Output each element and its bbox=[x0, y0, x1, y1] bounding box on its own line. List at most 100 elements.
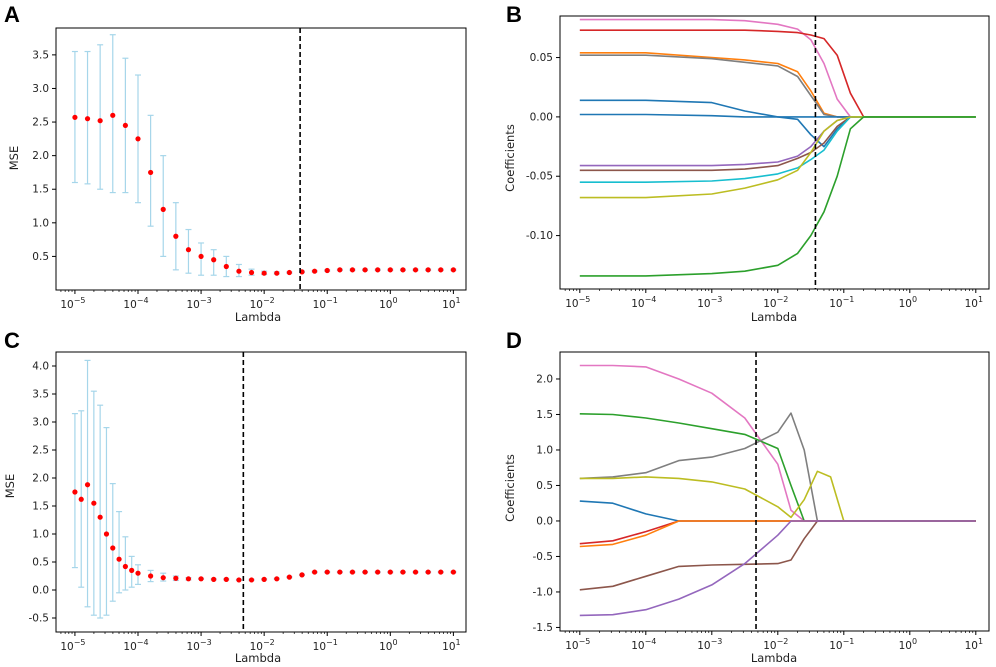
mse-point bbox=[299, 572, 305, 578]
mse-point bbox=[198, 253, 204, 260]
mse-point bbox=[84, 116, 91, 122]
x-tick-exponent: −5 bbox=[74, 296, 86, 305]
y-tick-label: 1.0 bbox=[32, 217, 49, 229]
mse-point bbox=[274, 270, 280, 276]
mse-point bbox=[362, 267, 368, 273]
x-tick-label: 10−3 bbox=[697, 637, 722, 652]
y-tick-label: 0.0 bbox=[536, 515, 553, 527]
x-tick-label: 10−3 bbox=[186, 638, 211, 653]
coefficient-path-coef9 bbox=[579, 520, 976, 617]
coefficient-path-coef7 bbox=[579, 116, 976, 167]
y-tick-label: 0.5 bbox=[32, 251, 49, 263]
plot-area-b: 10−5 10−4 10−3 10−2 10−1 100 101-0.10-0.050.00… bbox=[526, 15, 990, 310]
mse-point bbox=[173, 575, 179, 581]
mse-point bbox=[261, 576, 267, 582]
x-tick-exponent: 0 bbox=[392, 638, 397, 647]
y-tick-label: 3.0 bbox=[32, 83, 49, 95]
mse-point bbox=[160, 206, 166, 212]
x-tick-label: 10−5 bbox=[565, 295, 590, 310]
y-axis-title-a: MSE bbox=[7, 146, 21, 171]
x-tick-label: 100 bbox=[899, 295, 917, 310]
x-tick-exponent: −3 bbox=[711, 637, 723, 646]
mse-point bbox=[72, 114, 78, 120]
plot-frame bbox=[55, 351, 467, 633]
mse-point bbox=[286, 269, 292, 276]
x-tick-exponent: −2 bbox=[263, 638, 275, 647]
x-tick-exponent: −4 bbox=[645, 295, 657, 304]
y-tick-label: 1.5 bbox=[32, 184, 49, 196]
coefficient-path-coef4 bbox=[579, 54, 976, 118]
mse-point bbox=[412, 267, 419, 273]
x-tick-label: 10−1 bbox=[313, 638, 338, 653]
x-tick-exponent: −2 bbox=[263, 296, 275, 305]
coefficient-path-coef10 bbox=[579, 116, 976, 199]
x-tick-label: 101 bbox=[442, 638, 460, 653]
x-tick-label: 10−2 bbox=[763, 295, 788, 310]
data-layer bbox=[71, 34, 457, 278]
coefficient-path-coef2 bbox=[579, 413, 976, 522]
x-tick-label: 101 bbox=[965, 637, 983, 652]
plot-area-d: 10−5 10−4 10−3 10−2 10−1 100 101-1.5-1.0-0.50.… bbox=[533, 351, 990, 652]
y-tick-label: -0.10 bbox=[526, 230, 553, 242]
y-tick-label: -0.5 bbox=[29, 613, 50, 625]
mse-point bbox=[312, 268, 318, 274]
mse-point bbox=[173, 233, 179, 239]
mse-point bbox=[122, 563, 128, 570]
mse-point bbox=[135, 570, 141, 576]
y-tick-label: -0.5 bbox=[533, 551, 554, 563]
mse-point bbox=[375, 267, 381, 273]
y-tick-label: 0.5 bbox=[32, 557, 49, 569]
y-tick-label: 3.0 bbox=[32, 417, 49, 429]
x-tick-label: 100 bbox=[379, 296, 397, 311]
y-tick-label: 2.0 bbox=[536, 373, 553, 385]
x-tick-label: 100 bbox=[899, 637, 917, 652]
mse-point bbox=[110, 112, 116, 118]
mse-point bbox=[185, 576, 192, 582]
coefficient-path-coef3 bbox=[579, 51, 976, 118]
x-tick-exponent: 1 bbox=[456, 296, 461, 305]
coefficient-path-coef5 bbox=[579, 500, 976, 522]
coefficient-path-coef6 bbox=[579, 113, 976, 148]
panel-letter-a: A bbox=[4, 2, 20, 27]
mse-point bbox=[129, 567, 135, 574]
y-tick-label: 2.0 bbox=[32, 473, 49, 485]
mse-point bbox=[412, 569, 419, 575]
mse-point bbox=[223, 576, 229, 582]
panel-d: D 10−5 10−4 10−3 10−2 10−1 100 101-1.5-1.0-0.5… bbox=[503, 328, 990, 665]
y-tick-label: 1.5 bbox=[536, 409, 553, 421]
mse-point bbox=[84, 482, 91, 488]
mse-point bbox=[116, 556, 122, 562]
y-axis-title-b: Coefficients bbox=[503, 124, 517, 192]
mse-point bbox=[450, 267, 456, 273]
x-tick-label: 100 bbox=[379, 638, 397, 653]
mse-point bbox=[450, 569, 456, 575]
plot-frame bbox=[55, 27, 467, 291]
mse-point bbox=[324, 267, 330, 274]
panel-c: C 10−5 10−4 10−3 1 0 −2 10−1 100 101 -0.5 0.0 0.5 1.… bbox=[3, 328, 467, 665]
y-tick-label: 4.0 bbox=[32, 361, 49, 373]
y-tick-label: 2.0 bbox=[32, 150, 49, 162]
mse-point bbox=[400, 569, 406, 575]
x-tick-label: 10−3 bbox=[186, 296, 211, 311]
mse-point bbox=[223, 263, 229, 270]
mse-point bbox=[198, 576, 204, 582]
x-tick-exponent: 0 bbox=[912, 295, 917, 304]
mse-point bbox=[160, 575, 166, 581]
mse-point bbox=[236, 268, 242, 274]
y-tick-label: -0.05 bbox=[526, 171, 553, 183]
x-tick-exponent: 0 bbox=[392, 296, 397, 305]
coefficient-path-coef8 bbox=[579, 520, 976, 591]
plot-area-a: 10−5 10−4 10−3 10−2 10−1 100 1010.51.01.52.02.… bbox=[32, 27, 467, 311]
x-tick-exponent: −1 bbox=[326, 296, 338, 305]
data-layer bbox=[579, 364, 976, 617]
mse-point bbox=[148, 573, 154, 579]
x-tick-exponent: −4 bbox=[137, 638, 149, 647]
mse-point bbox=[425, 267, 431, 273]
panel-letter-d: D bbox=[506, 328, 522, 353]
x-tick-label: 10−5 bbox=[565, 637, 590, 652]
x-tick-label: 101 bbox=[442, 296, 460, 311]
y-tick-label: 2.5 bbox=[32, 445, 49, 457]
y-tick-label: 0.00 bbox=[530, 111, 553, 123]
panel-letter-c: C bbox=[4, 328, 20, 353]
